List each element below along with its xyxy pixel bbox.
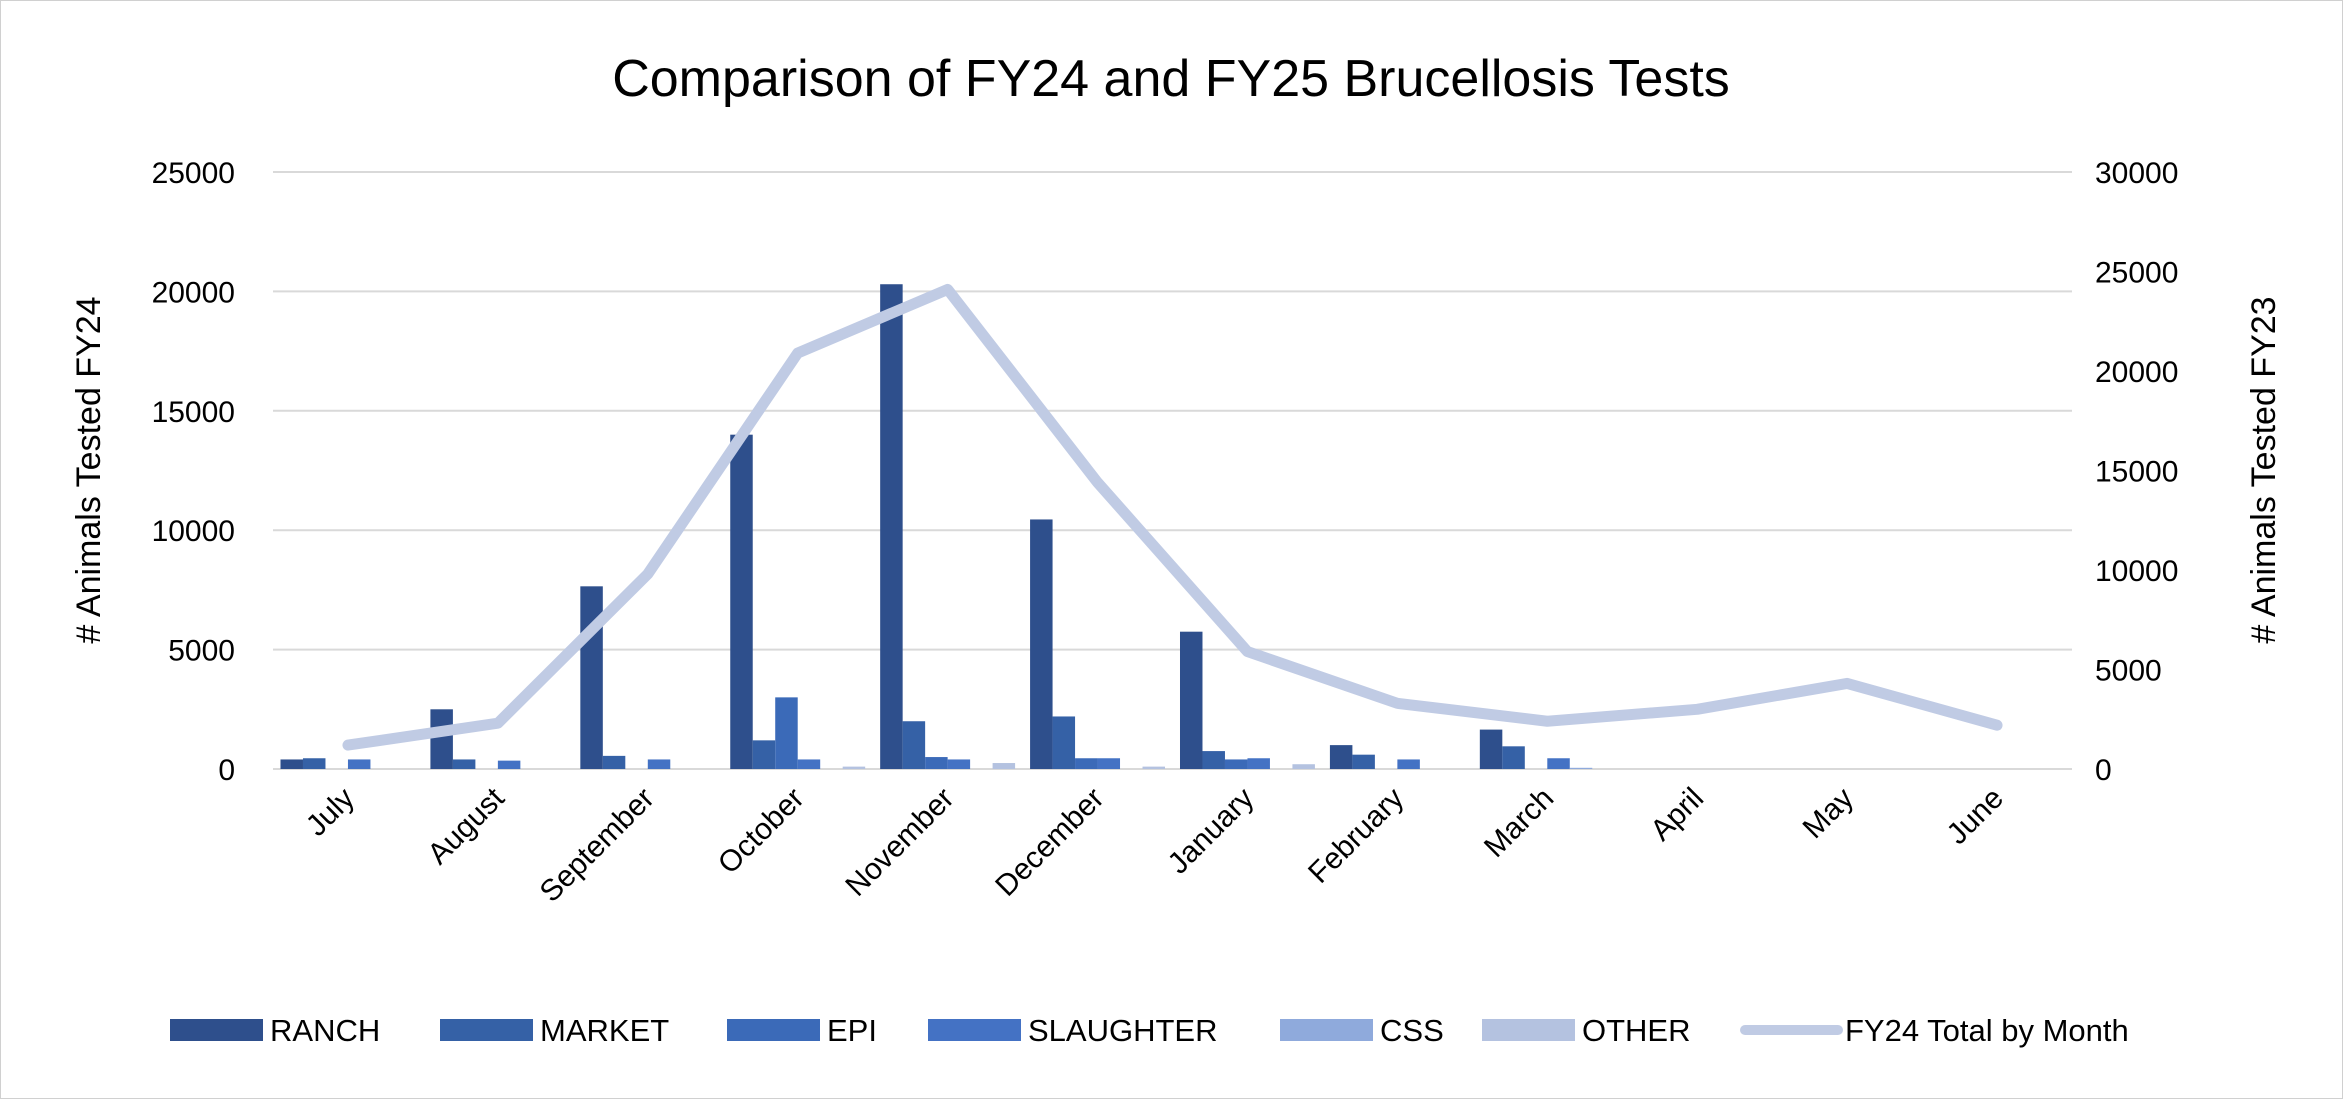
y-tick-label: 15000 [152, 396, 235, 429]
bar-market-october [752, 740, 776, 769]
left-axis-title: # Animals Tested FY24 [70, 296, 108, 643]
bar-market-december [1052, 716, 1076, 769]
bar-market-november [902, 721, 926, 769]
bar-epi-november [925, 757, 948, 769]
legend-item-css: CSS [1280, 1013, 1444, 1048]
legend-label: SLAUGHTER [1028, 1013, 1217, 1048]
legend-label: OTHER [1582, 1013, 1691, 1048]
bar-epi-january [1224, 759, 1248, 769]
bars [280, 284, 1593, 769]
bar-slaughter-august [497, 760, 521, 769]
x-tick-label: February [1302, 782, 1410, 890]
category-axis-labels: July August September October November Decemb… [300, 781, 2010, 909]
bar-ranch-february [1329, 745, 1353, 769]
legend-swatch [928, 1019, 1021, 1041]
x-tick-label: July [300, 782, 361, 843]
x-tick-label: January [1162, 782, 1261, 881]
right-axis-ticks: 0 5000 10000 15000 20000 25000 30000 [2095, 157, 2178, 787]
legend-item-epi: EPI [727, 1013, 877, 1048]
legend-swatch [170, 1019, 263, 1041]
legend-label: MARKET [540, 1013, 669, 1048]
legend-item-fy24-total-by-month: FY24 Total by Month [1740, 1013, 2129, 1048]
y2-tick-label: 30000 [2095, 157, 2178, 190]
x-tick-label: March [1478, 782, 1560, 864]
bar-ranch-march [1479, 729, 1503, 769]
x-tick-label: October [712, 782, 811, 881]
y2-tick-label: 5000 [2095, 655, 2162, 688]
y2-tick-label: 15000 [2095, 456, 2178, 489]
legend-label: RANCH [270, 1013, 380, 1048]
bar-epi-december [1075, 758, 1098, 769]
line-fy24-total [342, 283, 2003, 751]
bar-other-december [1142, 766, 1166, 769]
bar-slaughter-february [1397, 759, 1420, 769]
x-tick-label: April [1644, 782, 1710, 848]
x-tick-label: June [1941, 782, 2010, 851]
bar-ranch-december [1030, 519, 1053, 769]
legend-label: FY24 Total by Month [1845, 1013, 2129, 1048]
legend: RANCH MARKET EPI SLAUGHTER CSS OTHER FY24 Tota… [170, 1013, 2129, 1048]
bar-other-october [842, 766, 866, 769]
chart-title: Comparison of FY24 and FY25 Brucellosis … [612, 50, 1730, 108]
y-tick-label: 5000 [168, 635, 235, 668]
y2-tick-label: 25000 [2095, 257, 2178, 290]
bar-ranch-november [880, 284, 903, 769]
y2-tick-label: 20000 [2095, 356, 2178, 389]
y-tick-label: 25000 [152, 157, 235, 190]
legend-label: CSS [1380, 1013, 1444, 1048]
bar-other-january [1292, 764, 1315, 769]
legend-item-other: OTHER [1482, 1013, 1691, 1048]
x-tick-label: May [1797, 782, 1860, 845]
bar-slaughter-july [347, 759, 371, 769]
bar-market-march [1502, 746, 1525, 769]
bar-market-august [452, 759, 476, 769]
legend-label: EPI [827, 1013, 877, 1048]
legend-swatch [727, 1019, 820, 1041]
bar-other-november [992, 763, 1016, 769]
x-tick-label: September [534, 782, 661, 909]
x-tick-label: August [421, 781, 511, 871]
y2-tick-label: 0 [2095, 754, 2112, 787]
right-axis-title: # Animals Tested FY23 [2245, 296, 2283, 643]
legend-item-ranch: RANCH [170, 1013, 380, 1048]
legend-item-market: MARKET [440, 1013, 669, 1048]
bar-css-march [1569, 767, 1593, 769]
bar-market-july [302, 758, 326, 769]
legend-item-slaughter: SLAUGHTER [928, 1013, 1217, 1048]
left-axis-ticks: 0 5000 10000 15000 20000 25000 [152, 157, 235, 787]
legend-swatch [1280, 1019, 1373, 1041]
bar-ranch-august [430, 709, 453, 769]
x-tick-label: November [839, 782, 960, 903]
bar-market-september [602, 755, 626, 769]
y-tick-label: 10000 [152, 515, 235, 548]
bar-ranch-october [730, 434, 753, 769]
bar-slaughter-september [647, 759, 671, 769]
legend-swatch [1482, 1019, 1575, 1041]
bar-epi-october [775, 697, 798, 769]
bar-ranch-september [580, 586, 603, 769]
line-series [342, 283, 2003, 751]
bar-slaughter-october [797, 759, 821, 769]
bar-slaughter-march [1547, 758, 1570, 769]
bar-ranch-july [280, 759, 303, 769]
y2-tick-label: 10000 [2095, 555, 2178, 588]
bar-ranch-january [1179, 631, 1203, 769]
y-tick-label: 20000 [152, 276, 235, 309]
x-tick-label: December [989, 782, 1110, 903]
bar-slaughter-december [1097, 758, 1121, 769]
y-tick-label: 0 [218, 754, 235, 787]
bar-market-february [1352, 754, 1375, 769]
legend-swatch [440, 1019, 533, 1041]
bar-slaughter-january [1247, 758, 1270, 769]
bar-market-january [1202, 751, 1225, 769]
bar-slaughter-november [947, 759, 971, 769]
